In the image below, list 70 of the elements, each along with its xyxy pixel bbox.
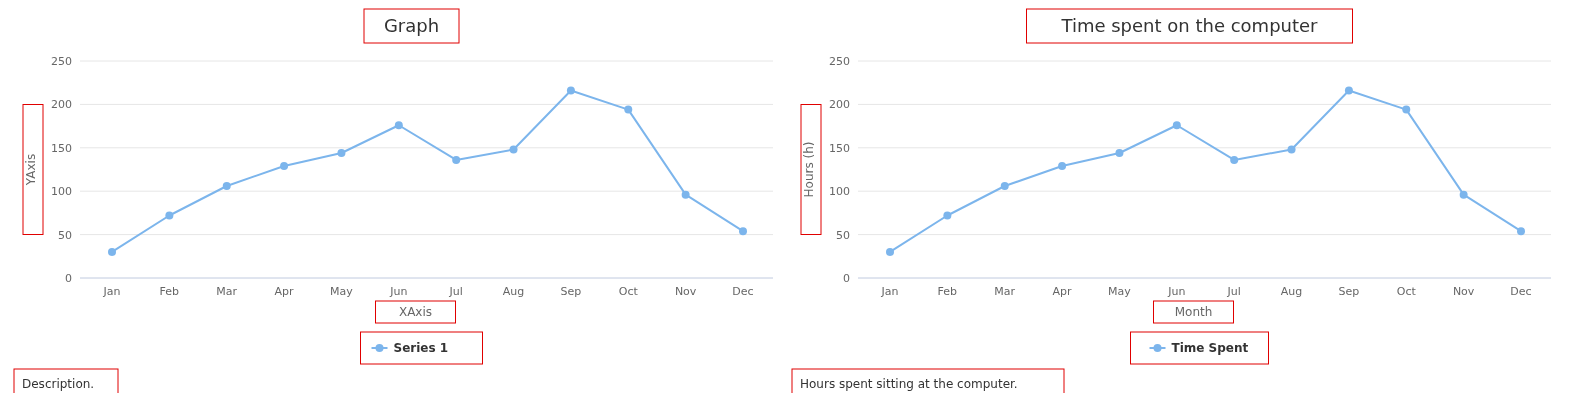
x-tick-label: Dec: [1510, 285, 1532, 298]
point: [1115, 149, 1124, 158]
point: [1172, 121, 1181, 130]
y-tick-label: 50: [836, 228, 850, 242]
point: [1000, 181, 1009, 190]
y-axis-title: Hours (h): [802, 141, 816, 198]
x-tick-label: Jul: [1226, 285, 1241, 298]
point: [165, 211, 174, 220]
chart-title: Graph: [383, 15, 440, 36]
x-tick-label: Oct: [618, 285, 639, 298]
x-tick-label: Jan: [102, 285, 121, 298]
y-tick-label: 150: [51, 141, 72, 155]
y-tick-label: 100: [51, 185, 72, 199]
x-tick-label: Sep: [1338, 285, 1360, 298]
chart-title: Time spent on the computer: [1060, 15, 1319, 36]
x-tick-label: Nov: [1452, 285, 1475, 298]
x-tick-label: Sep: [560, 285, 582, 298]
y-axis-title: YAxis: [24, 153, 38, 187]
point: [681, 190, 690, 199]
point: [1230, 155, 1239, 164]
y-tick-label: 0: [65, 272, 72, 285]
point: [337, 149, 346, 158]
x-tick-label: Dec: [732, 285, 754, 298]
point: [1344, 86, 1353, 95]
point: [1517, 227, 1525, 236]
x-tick-label: Jul: [448, 285, 463, 298]
point: [452, 155, 461, 164]
point: [566, 86, 575, 95]
x-tick-label: May: [330, 285, 354, 298]
x-tick-label: Oct: [1396, 285, 1417, 298]
point: [1058, 162, 1067, 171]
x-tick-label: Mar: [216, 285, 238, 298]
point: [624, 105, 633, 114]
text: Hours spent sitting at the computer.: [800, 377, 1018, 391]
x-axis-title: XAxis: [398, 305, 433, 319]
x-tick-label: Apr: [1052, 285, 1073, 298]
x-tick-label: Feb: [937, 285, 958, 298]
x-tick-label: Mar: [994, 285, 1016, 298]
y-tick-label: 100: [829, 185, 850, 199]
point: [222, 181, 231, 190]
y-tick-label: 200: [829, 98, 850, 112]
x-axis-title: Month: [1174, 305, 1213, 319]
y-tick-label: 250: [51, 55, 72, 68]
x-tick-label: Jun: [1167, 285, 1186, 298]
x-tick-label: Nov: [674, 285, 697, 298]
point: [394, 121, 403, 130]
point: [739, 227, 747, 236]
x-tick-label: Aug: [502, 285, 525, 298]
point: [943, 211, 952, 220]
point: [1287, 145, 1296, 154]
x-tick-label: Feb: [159, 285, 180, 298]
x-tick-label: Jan: [880, 285, 899, 298]
y-tick-label: 50: [58, 228, 72, 242]
y-tick-label: 150: [829, 141, 850, 155]
x-tick-label: May: [1108, 285, 1132, 298]
y-tick-label: 250: [829, 55, 850, 68]
point: [1402, 105, 1411, 114]
point: [108, 247, 116, 256]
point: [280, 162, 289, 171]
text: Description.: [22, 377, 95, 391]
x-tick-label: Jun: [389, 285, 408, 298]
x-tick-label: Aug: [1280, 285, 1303, 298]
point: [886, 247, 894, 256]
x-tick-label: Apr: [274, 285, 295, 298]
point: [1459, 190, 1468, 199]
y-tick-label: 0: [843, 272, 850, 285]
legend-label: Series 1: [393, 341, 449, 355]
point: [509, 145, 518, 154]
y-tick-label: 200: [51, 98, 72, 112]
legend-label: Time Spent: [1171, 341, 1249, 355]
